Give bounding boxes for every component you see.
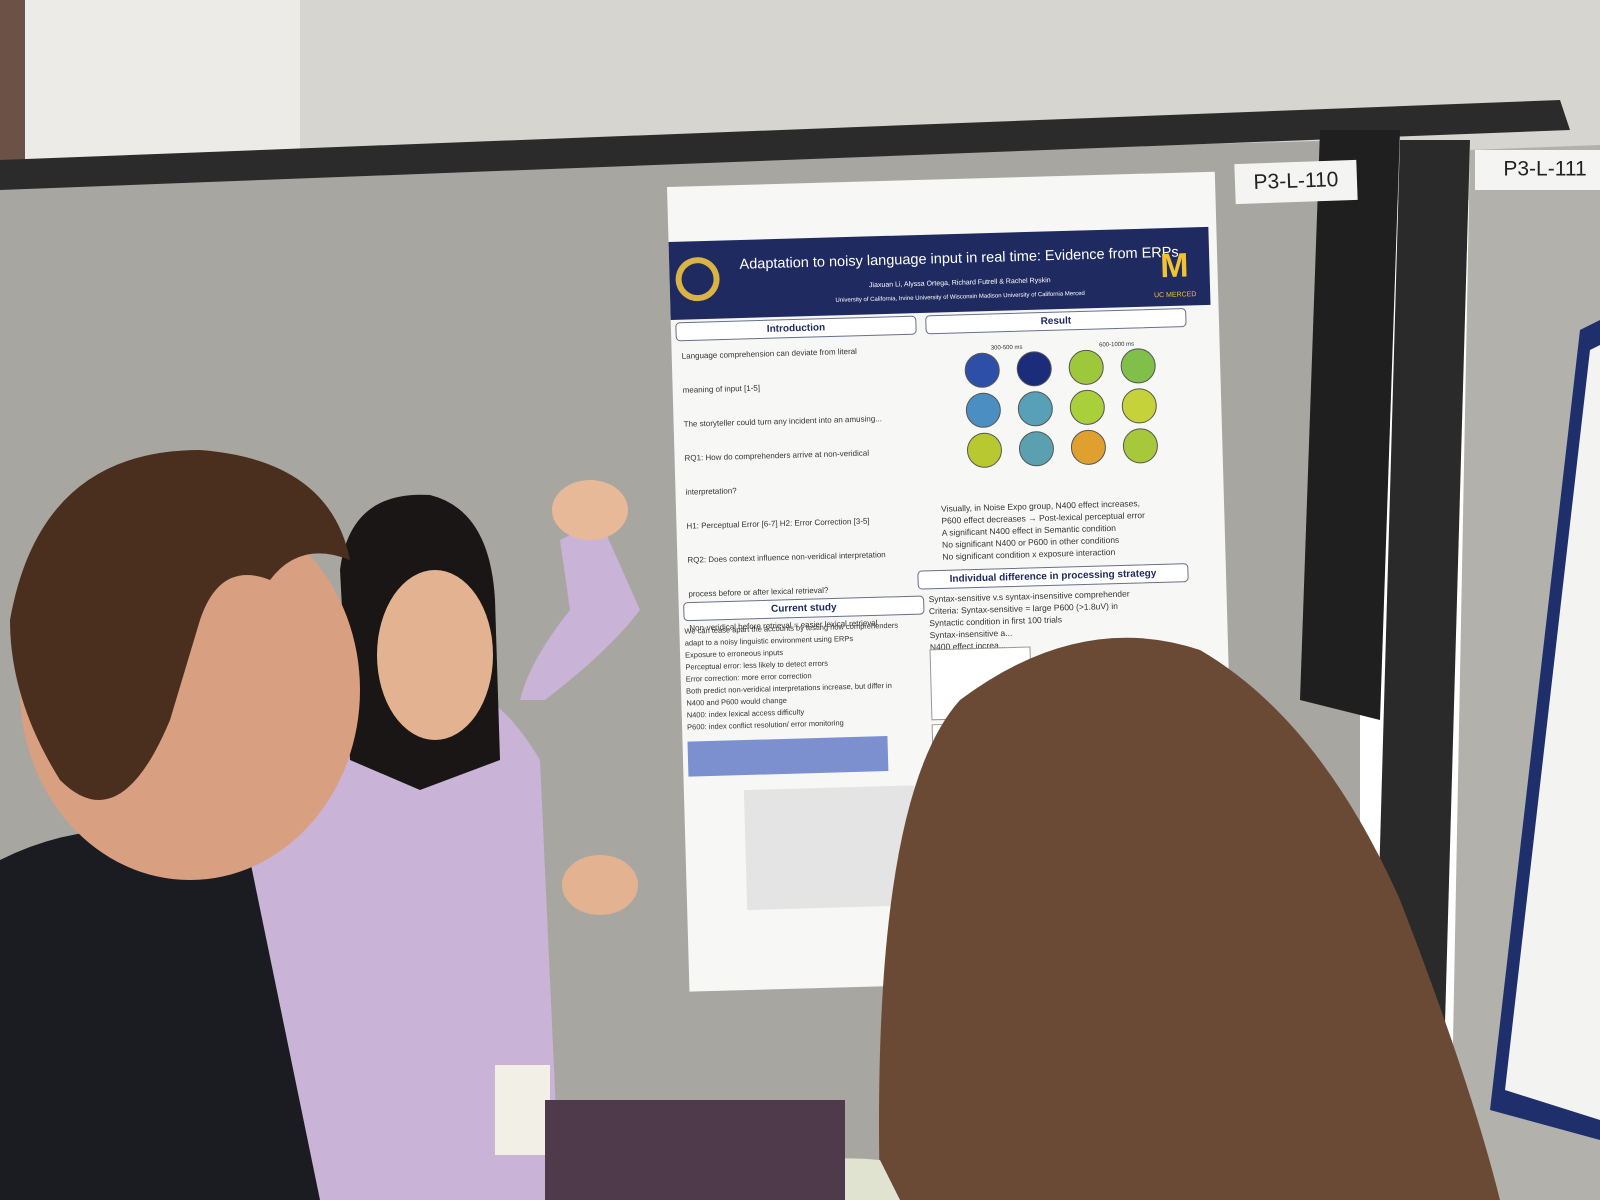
name-badge: [495, 1065, 550, 1155]
topo-map: [1018, 431, 1054, 467]
board-label: P3-L-111: [1503, 158, 1586, 181]
poster-text: N400: index lexical access difficulty: [687, 707, 805, 719]
topo-map: [964, 352, 1000, 388]
presenter-face: [377, 570, 493, 740]
poster-text: No significant N400 or P600 in other con…: [942, 535, 1119, 550]
section-heading-box: [917, 563, 1189, 590]
poster-text: Exposure to erroneous inputs: [685, 648, 783, 660]
topo-map: [1016, 351, 1052, 387]
poster-text: P600: index conflict resolution/ error m…: [687, 718, 844, 731]
topo-map: [1070, 429, 1106, 465]
time-window: 300-500 ms: [991, 345, 1023, 352]
board-label-card: [1234, 159, 1358, 205]
board-label-card: [1475, 150, 1600, 190]
section-heading-box: [683, 595, 925, 622]
logo-mark: M: [1160, 246, 1189, 285]
board-post: [1300, 130, 1400, 720]
poster-header: [668, 226, 1211, 320]
poster-text: Error correction: more error correction: [686, 671, 812, 684]
visitor-hair: [10, 450, 350, 800]
topo-map: [1120, 348, 1156, 384]
topo-map: [966, 432, 1002, 468]
topo-map: [1069, 389, 1105, 425]
participants-box: [687, 736, 889, 777]
section-heading: Introduction: [767, 322, 826, 335]
topo-map: [1121, 388, 1157, 424]
poster-text: Syntax-insensitive a...: [929, 628, 1012, 640]
poster-text: Syntactic condition in first 100 trials: [929, 614, 1062, 628]
presenter-hand: [552, 480, 628, 540]
carpet: [545, 1100, 845, 1200]
board-frame: [0, 100, 1570, 190]
logo-text: UC MERCED: [1154, 291, 1197, 299]
pillar: [25, 0, 300, 165]
poster-text: meaning of input [1-5]: [683, 384, 761, 395]
section-heading-box: [925, 308, 1187, 335]
topo-map: [1068, 349, 1104, 385]
poster-text: No significant condition x exposure inte…: [942, 547, 1115, 562]
visitor-hair: [879, 637, 1500, 1200]
presenter-hand: [562, 855, 638, 915]
poster-text: N400 and P600 would change: [686, 696, 787, 708]
poster-text: interpretation?: [685, 486, 737, 496]
time-window: 600-1000 ms: [1099, 342, 1134, 349]
presenter-arm: [520, 520, 640, 700]
poster-text: A significant N400 effect in Semantic co…: [942, 523, 1117, 538]
design-figure: [743, 785, 918, 911]
neighbor-poster: [1505, 345, 1600, 1120]
university-seal: [681, 263, 714, 296]
topo-map: [1122, 428, 1158, 464]
section-heading: Result: [1040, 315, 1072, 327]
topo-map: [965, 392, 1001, 428]
section-heading: Current study: [771, 602, 837, 615]
poster-text: Perceptual error: less likely to detect …: [685, 659, 828, 672]
poster-text: process before or after lexical retrieva…: [688, 586, 829, 599]
topo-map: [1017, 391, 1053, 427]
board-label: P3-L-110: [1253, 168, 1339, 194]
door: [0, 0, 25, 165]
section-heading-box: [675, 315, 917, 342]
visitor-shirt: [0, 830, 320, 1200]
